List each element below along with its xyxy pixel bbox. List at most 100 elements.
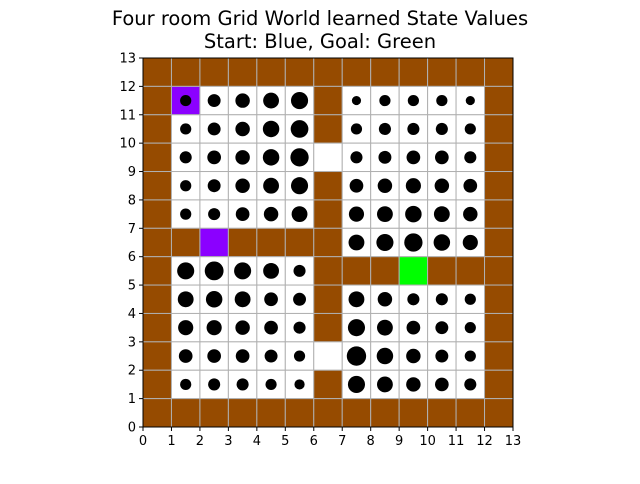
wall-cell	[142, 227, 172, 258]
state-value-marker	[235, 150, 250, 165]
state-value-marker	[290, 120, 309, 138]
plot-frame	[142, 57, 514, 428]
y-tick-label: 3	[128, 335, 136, 350]
state-value-marker	[405, 205, 422, 223]
y-tick-label: 12	[119, 80, 136, 95]
state-value-marker	[264, 349, 278, 363]
wall-cell	[142, 284, 172, 314]
wall-cell	[370, 57, 400, 87]
state-value-marker	[350, 151, 363, 164]
state-value-marker	[235, 93, 250, 108]
state-value-marker	[348, 206, 365, 222]
state-value-marker	[293, 321, 306, 334]
floor-cell	[199, 142, 229, 173]
y-tick-label: 8	[128, 193, 136, 208]
state-value-marker	[235, 349, 250, 363]
state-value-marker	[180, 94, 192, 107]
wall-cell	[341, 256, 372, 286]
state-value-marker	[347, 319, 366, 337]
y-tick-label: 7	[128, 222, 136, 237]
wall-cell	[398, 57, 429, 87]
wall-cell	[341, 57, 372, 87]
state-value-marker	[206, 320, 222, 336]
state-value-marker	[265, 378, 277, 391]
start-cell	[199, 227, 229, 258]
state-value-marker	[178, 320, 194, 336]
wall-cell	[313, 199, 343, 229]
wall-cell	[142, 341, 172, 371]
state-value-marker	[207, 349, 222, 363]
state-value-marker	[377, 206, 393, 223]
floor-cell	[313, 341, 343, 371]
wall-cell	[227, 57, 258, 87]
state-value-marker	[351, 96, 362, 106]
state-value-marker	[435, 349, 449, 363]
wall-cell	[142, 256, 172, 286]
wall-cell	[256, 57, 286, 87]
state-value-marker	[204, 261, 224, 281]
state-value-marker	[377, 319, 393, 336]
state-value-marker	[436, 94, 448, 107]
state-value-marker	[208, 208, 221, 221]
x-tick-label: 7	[338, 434, 346, 449]
wall-cell	[484, 312, 514, 343]
wall-cell	[199, 57, 229, 87]
state-value-marker	[464, 378, 477, 391]
wall-cell	[227, 398, 258, 428]
state-value-marker	[293, 264, 306, 277]
wall-cell	[142, 85, 172, 116]
state-value-marker	[208, 378, 221, 391]
state-value-marker	[377, 376, 393, 393]
state-value-marker	[179, 151, 192, 164]
state-value-marker	[235, 121, 250, 137]
state-value-marker	[264, 292, 278, 307]
x-tick-label: 4	[253, 434, 261, 449]
state-value-marker	[177, 262, 195, 280]
state-value-marker	[346, 346, 367, 366]
wall-cell	[142, 57, 172, 87]
x-tick-label: 0	[139, 434, 147, 449]
wall-cell	[455, 398, 486, 428]
wall-cell	[455, 256, 486, 286]
state-value-marker	[407, 94, 419, 107]
state-value-marker	[434, 150, 449, 165]
x-tick-label: 8	[367, 434, 375, 449]
wall-cell	[313, 85, 343, 116]
state-value-marker	[290, 177, 309, 195]
state-value-marker	[290, 92, 309, 110]
state-value-marker	[207, 94, 221, 108]
state-value-marker	[464, 151, 477, 164]
state-value-marker	[178, 349, 193, 363]
y-tick-label: 2	[128, 364, 136, 379]
state-value-marker	[462, 234, 478, 251]
wall-cell	[484, 85, 514, 116]
wall-cell	[313, 369, 343, 400]
y-tick-label: 5	[128, 279, 136, 294]
state-value-marker	[379, 94, 391, 107]
wall-cell	[142, 171, 172, 201]
state-value-marker	[180, 180, 192, 192]
state-value-marker	[433, 206, 450, 223]
state-value-marker	[376, 233, 394, 252]
state-value-marker	[348, 291, 365, 308]
state-value-marker	[434, 178, 450, 193]
state-value-marker	[235, 207, 250, 221]
state-value-marker	[262, 149, 280, 166]
state-value-marker	[464, 322, 476, 334]
wall-cell	[142, 199, 172, 229]
wall-cell	[170, 398, 201, 428]
state-value-marker	[348, 234, 365, 251]
state-value-marker	[177, 291, 194, 308]
state-value-marker	[463, 206, 478, 222]
state-value-marker	[293, 350, 306, 362]
state-value-marker	[404, 233, 423, 252]
state-value-marker	[405, 178, 421, 194]
wall-cell	[427, 57, 457, 87]
wall-cell	[313, 114, 343, 144]
state-value-marker	[378, 150, 392, 164]
x-tick-label: 11	[448, 434, 465, 449]
wall-cell	[484, 256, 514, 286]
y-tick-label: 6	[128, 250, 136, 265]
wall-cell	[170, 227, 201, 258]
state-value-marker	[263, 177, 279, 194]
